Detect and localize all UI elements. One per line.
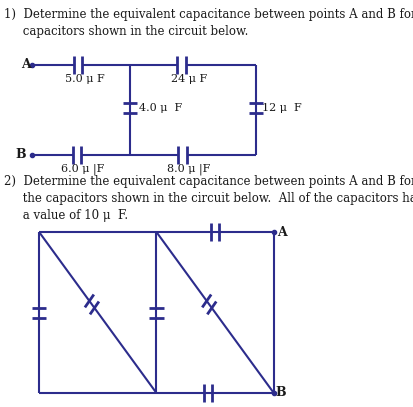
- Text: A: A: [278, 225, 287, 239]
- Text: 8.0 μ |F: 8.0 μ |F: [167, 163, 211, 175]
- Text: 2)  Determine the equivalent capacitance between points A and B for
     the cap: 2) Determine the equivalent capacitance …: [4, 175, 413, 222]
- Text: 12 μ  F: 12 μ F: [262, 103, 301, 113]
- Text: 4.0 μ  F: 4.0 μ F: [139, 103, 183, 113]
- Text: 6.0 μ |F: 6.0 μ |F: [61, 163, 104, 175]
- Text: 5.0 μ F: 5.0 μ F: [65, 74, 105, 84]
- Text: B: B: [16, 149, 26, 162]
- Text: B: B: [276, 387, 287, 400]
- Text: 24 μ F: 24 μ F: [171, 74, 208, 84]
- Text: 1)  Determine the equivalent capacitance between points A and B for the
     cap: 1) Determine the equivalent capacitance …: [4, 8, 413, 38]
- Text: A: A: [21, 59, 31, 72]
